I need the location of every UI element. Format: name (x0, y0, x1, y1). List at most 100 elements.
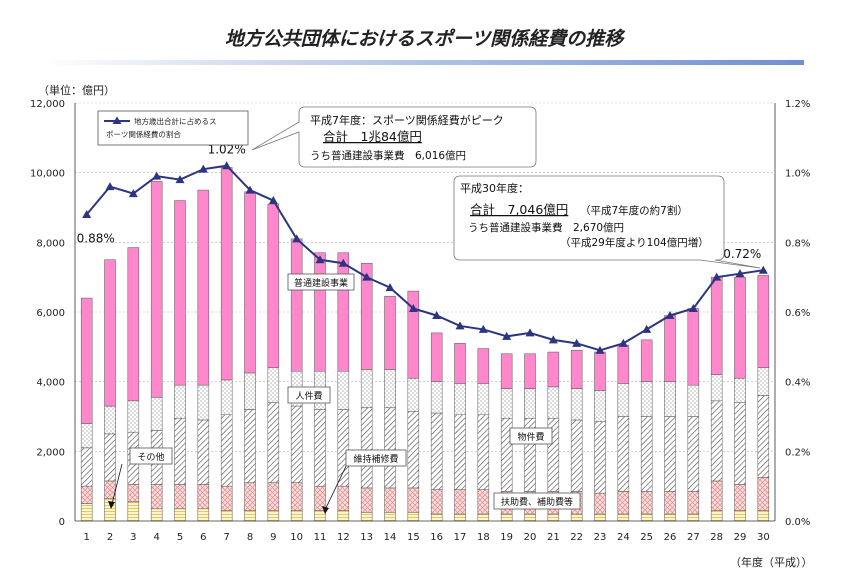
bar-segment-jinken (267, 203, 280, 368)
bar-segment-jinken (337, 252, 350, 372)
y-tick-label: 8,000 (36, 238, 65, 249)
x-tick-label: 18 (477, 532, 490, 543)
bar-segment-fujo (360, 487, 373, 513)
annotation-h30-line4: （平成29年度より104億円増） (560, 236, 709, 249)
bar-segment-sonota (617, 513, 630, 522)
bar-segment-jinken (617, 344, 630, 384)
bar-segment-iji (384, 407, 396, 489)
bar-segment-sonota (80, 503, 93, 522)
ratio-point (128, 189, 138, 198)
x-tick-label: 3 (130, 532, 136, 543)
bar-segment-fujo (594, 492, 606, 515)
bar-segment-bukken (384, 369, 396, 409)
annotation-h7-line3: うち普通建設事業費 6,016億円 (310, 149, 466, 162)
bar-segment-fujo (150, 484, 163, 510)
bar-segment-sonota (500, 513, 513, 522)
ratio-point (758, 265, 768, 274)
annotation-h30: 平成30年度： 合計 7,046億円 （平成7年度の約7割） うち普通建設事業費… (453, 175, 761, 269)
ratio-point (292, 234, 302, 243)
ratio-line (82, 161, 768, 354)
bar-segment-iji (617, 416, 630, 492)
bar-segment-jinken (524, 353, 536, 389)
bar-segment-sonota (594, 513, 606, 522)
bar-segment-fujo (640, 491, 653, 515)
bar-segment-sonota (664, 513, 676, 522)
ratio-point (478, 324, 488, 333)
y2-tick-label: 0.8% (785, 238, 810, 249)
bar-segment-jinken (710, 276, 723, 375)
svg-text:普通建設事業: 普通建設事業 (294, 277, 348, 289)
bar-segment-iji (80, 447, 93, 487)
x-tick-label: 20 (524, 532, 537, 543)
category-label-sonota: その他 (108, 447, 173, 509)
bar-segment-fujo (407, 487, 420, 513)
bar-segment-fujo (384, 487, 396, 513)
bar-segment-bukken (524, 388, 536, 419)
ratio-point (198, 164, 208, 173)
bar-segment-jinken (104, 259, 116, 407)
bar-segment-iji (360, 407, 373, 489)
x-tick-label: 8 (247, 532, 253, 543)
bar-segment-fujo (710, 480, 723, 511)
bar-segment-sonota (174, 508, 186, 522)
bar-segment-jinken (174, 200, 186, 386)
bar-segment-fujo (220, 485, 233, 511)
y-tick-label: 10,000 (30, 169, 65, 180)
bar-segment-iji (710, 400, 723, 482)
ratio-point (618, 338, 628, 347)
ratio-point (455, 321, 465, 330)
bar-segment-sonota (337, 510, 350, 522)
bar-segment-bukken (220, 379, 233, 416)
bar-segment-sonota (734, 510, 746, 522)
x-tick-label: 17 (454, 532, 467, 543)
x-axis-ticks: 1 2 3 4 5 6 7 8 9 10 11 12 13 14 15 16 17 18 19 20 21 22 23 24 2… (83, 532, 769, 543)
x-tick-label: 1 (83, 532, 89, 543)
x-axis-unit-label: （年度（平成）） (730, 556, 813, 569)
bar-segment-bukken (360, 369, 373, 409)
ratio-point (642, 324, 652, 333)
ratio-point (362, 272, 372, 281)
bar-segment-bukken (174, 384, 186, 419)
svg-text:扶助費、補助費等: 扶助費、補助費等 (501, 496, 573, 508)
x-tick-label: 25 (640, 532, 653, 543)
bar-segment-sonota (687, 513, 700, 522)
bar-segment-iji (454, 414, 466, 490)
bar-segment-iji (477, 414, 490, 490)
bar-segment-bukken (127, 400, 140, 433)
bar-segment-bukken (477, 383, 490, 416)
x-tick-label: 5 (177, 532, 183, 543)
legend-triangle-marker (112, 116, 122, 124)
bar-segment-sonota (430, 513, 443, 522)
bar-segment-bukken (547, 386, 560, 419)
bar-segment-jinken (454, 343, 466, 384)
ratio-point (502, 331, 512, 340)
bar-segment-iji (220, 414, 233, 487)
legend-label: 地方歳出合計に占めるス (134, 116, 217, 126)
y2-tick-label: 1.0% (785, 169, 810, 180)
bar-segment-jinken (500, 353, 513, 389)
ratio-point-label: 0.72% (723, 247, 761, 261)
bar-segment-jinken (734, 276, 746, 379)
svg-text:維持補修費: 維持補修費 (353, 453, 398, 465)
ratio-point (385, 283, 395, 292)
x-tick-label: 4 (153, 532, 159, 543)
bar-segment-sonota (547, 513, 560, 522)
ratio-point (735, 269, 745, 278)
ratio-point (595, 345, 605, 354)
left-axis-ticks: 0 2,000 4,000 6,000 8,000 10,000 12,000 (30, 99, 65, 528)
bar-segment-jinken (547, 351, 560, 388)
title-underline-bar (40, 60, 804, 65)
x-tick-label: 7 (223, 532, 229, 543)
x-tick-label: 23 (594, 532, 607, 543)
bar-segment-jinken (244, 191, 256, 374)
svg-text:物件費: 物件費 (517, 431, 544, 443)
x-tick-label: 29 (734, 532, 747, 543)
bar-segment-fujo (197, 484, 210, 510)
ratio-point (572, 338, 582, 347)
ratio-point (688, 304, 698, 313)
x-tick-label: 30 (757, 532, 770, 543)
ratio-point (712, 272, 722, 281)
annotation-h30-line1: 平成30年度： (460, 181, 529, 195)
svg-text:その他: その他 (137, 451, 164, 463)
